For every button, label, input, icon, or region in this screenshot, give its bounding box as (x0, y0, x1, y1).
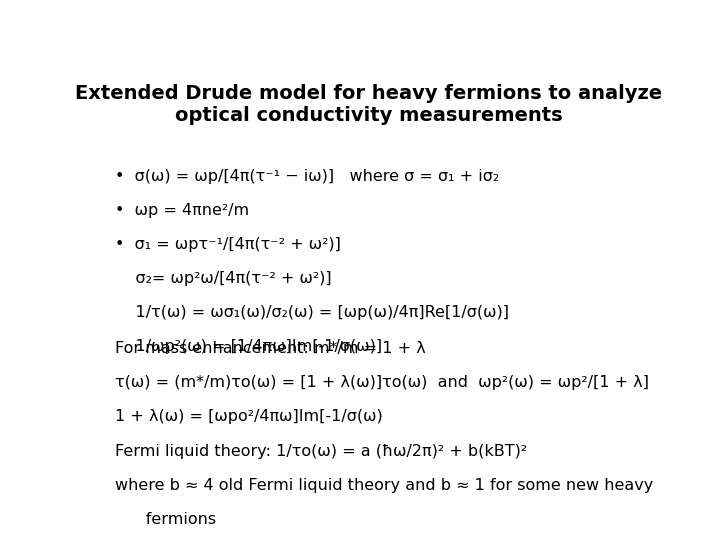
Text: σ₂= ωp²ω/[4π(τ⁻² + ω²)]: σ₂= ωp²ω/[4π(τ⁻² + ω²)] (115, 271, 332, 286)
Text: •  σ₁ = ωpτ⁻¹/[4π(τ⁻² + ω²)]: • σ₁ = ωpτ⁻¹/[4π(τ⁻² + ω²)] (115, 237, 341, 252)
Text: •  σ(ω) = ωp/[4π(τ⁻¹ − iω)]   where σ = σ₁ + iσ₂: • σ(ω) = ωp/[4π(τ⁻¹ − iω)] where σ = σ₁ … (115, 168, 499, 184)
Text: 1 + λ(ω) = [ωpo²/4πω]Im[-1/σ(ω): 1 + λ(ω) = [ωpo²/4πω]Im[-1/σ(ω) (115, 409, 383, 424)
Text: Extended Drude model for heavy fermions to analyze
optical conductivity measurem: Extended Drude model for heavy fermions … (76, 84, 662, 125)
Text: For mass enhancement: m*/m = 1 + λ: For mass enhancement: m*/m = 1 + λ (115, 341, 426, 356)
Text: Fermi liquid theory: 1/τo(ω) = a (ħω/2π)² + b(kBT)²: Fermi liquid theory: 1/τo(ω) = a (ħω/2π)… (115, 443, 527, 458)
Text: where b ≈ 4 old Fermi liquid theory and b ≈ 1 for some new heavy: where b ≈ 4 old Fermi liquid theory and … (115, 478, 653, 492)
Text: 1/ωp²(ω) = [1/4πω]Im[-1/σ(ω)]: 1/ωp²(ω) = [1/4πω]Im[-1/σ(ω)] (115, 339, 382, 354)
Text: fermions: fermions (115, 512, 216, 527)
Text: τ(ω) = (m*/m)τo(ω) = [1 + λ(ω)]τo(ω)  and  ωp²(ω) = ωp²/[1 + λ]: τ(ω) = (m*/m)τo(ω) = [1 + λ(ω)]τo(ω) and… (115, 375, 649, 390)
Text: •  ωp = 4πne²/m: • ωp = 4πne²/m (115, 203, 249, 218)
Text: 1/τ(ω) = ωσ₁(ω)/σ₂(ω) = [ωp(ω)/4π]Re[1/σ(ω)]: 1/τ(ω) = ωσ₁(ω)/σ₂(ω) = [ωp(ω)/4π]Re[1/σ… (115, 305, 509, 320)
